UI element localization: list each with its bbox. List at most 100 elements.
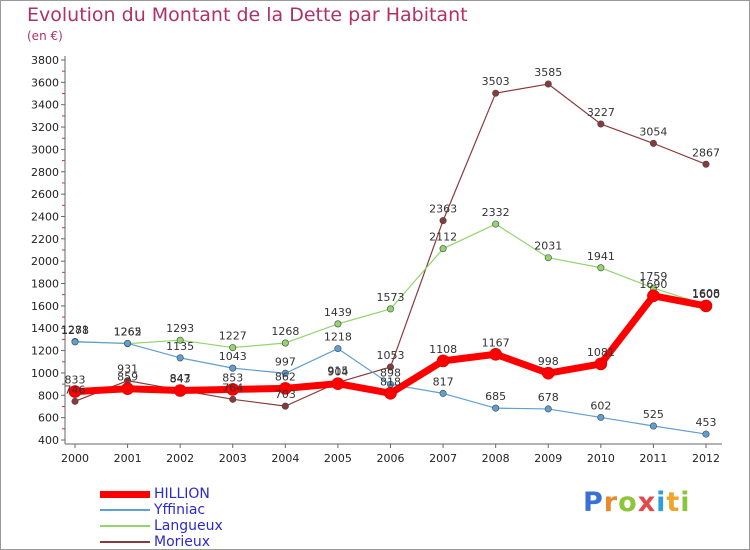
- data-point-yffiniac: [649, 422, 657, 430]
- data-label-langueux: 1759: [639, 270, 667, 283]
- logo-letter: P: [583, 487, 604, 518]
- data-label-langueux: 1268: [271, 325, 299, 338]
- x-tick-label: 2005: [324, 452, 352, 465]
- data-point-hillion: [541, 366, 555, 380]
- data-label-langueux: 1262: [114, 326, 142, 339]
- data-point-hillion: [121, 382, 134, 396]
- y-tick-label: 3200: [31, 121, 59, 134]
- data-point-hillion: [331, 377, 345, 390]
- data-point-langueux: [229, 344, 237, 352]
- data-point-yffiniac: [597, 413, 605, 421]
- data-point-yffiniac: [281, 369, 289, 377]
- data-point-morieux: [492, 89, 500, 97]
- data-label-yffiniac: 1043: [219, 350, 247, 363]
- data-label-langueux: 1573: [377, 291, 405, 304]
- y-tick-label: 3800: [31, 54, 59, 67]
- y-tick-label: 2400: [31, 210, 59, 223]
- x-tick-label: 2000: [61, 452, 89, 465]
- y-tick-label: 1000: [31, 367, 59, 380]
- data-point-morieux: [281, 402, 289, 410]
- data-point-yffiniac: [702, 430, 710, 438]
- x-tick-label: 2001: [114, 452, 142, 465]
- data-label-morieux: 847: [170, 372, 191, 385]
- y-tick-label: 3400: [31, 99, 59, 112]
- data-label-morieux: 746: [65, 383, 86, 396]
- data-label-hillion: 833: [65, 374, 86, 387]
- legend-label: Morieux: [154, 534, 211, 550]
- y-tick-label: 1200: [31, 345, 59, 358]
- data-label-hillion: 818: [380, 375, 401, 388]
- chart-subtitle: (en €): [27, 29, 63, 43]
- legend-item-langueux: Langueux: [100, 518, 300, 534]
- data-label-morieux: 2867: [692, 146, 720, 159]
- data-point-yffiniac: [544, 405, 552, 413]
- data-point-yffiniac: [439, 389, 447, 397]
- x-tick-label: 2007: [429, 452, 457, 465]
- y-tick-label: 1800: [31, 278, 59, 291]
- data-point-langueux: [386, 305, 394, 313]
- data-label-hillion: 904: [327, 366, 348, 379]
- y-tick-label: 2800: [31, 166, 59, 179]
- data-label-morieux: 3585: [534, 66, 562, 79]
- x-tick-label: 2011: [639, 452, 667, 465]
- data-point-langueux: [439, 245, 447, 253]
- data-label-morieux: 1053: [377, 349, 405, 362]
- data-label-yffiniac: 817: [433, 375, 454, 388]
- data-point-morieux: [597, 120, 605, 128]
- data-label-morieux: 764: [222, 381, 243, 394]
- legend-item-hillion: HILLION: [100, 486, 300, 502]
- data-label-langueux: 1293: [166, 322, 194, 335]
- data-label-hillion: 1690: [639, 278, 667, 291]
- x-tick-label: 2012: [692, 452, 720, 465]
- data-label-morieux: 931: [117, 363, 138, 376]
- data-label-hillion: 1081: [587, 346, 615, 359]
- logo-letter: i: [656, 487, 667, 518]
- data-point-yffiniac: [124, 339, 132, 347]
- data-label-langueux: 1227: [219, 330, 247, 343]
- y-tick-label: 2600: [31, 188, 59, 201]
- legend-item-morieux: Morieux: [100, 534, 300, 550]
- data-point-yffiniac: [176, 354, 184, 362]
- data-label-yffiniac: 525: [643, 408, 664, 421]
- data-point-hillion: [173, 384, 187, 397]
- data-point-hillion: [436, 354, 450, 368]
- y-tick-label: 3600: [31, 76, 59, 89]
- legend-label: Yffiniac: [154, 502, 206, 518]
- chart-title: Evolution du Montant de la Dette par Hab…: [27, 4, 468, 26]
- data-label-langueux: 2031: [534, 240, 562, 253]
- data-point-langueux: [334, 320, 342, 328]
- data-point-langueux: [281, 339, 289, 347]
- data-label-langueux: 2112: [429, 231, 457, 244]
- data-label-morieux: 2363: [429, 203, 457, 216]
- data-label-yffiniac: 1218: [324, 331, 352, 344]
- y-tick-label: 2200: [31, 233, 59, 246]
- legend-swatch: [100, 525, 150, 527]
- data-point-hillion: [226, 383, 240, 396]
- logo-letter: i: [680, 487, 691, 518]
- data-point-yffiniac: [492, 404, 500, 412]
- proxiti-logo: Proxiti: [583, 487, 691, 518]
- data-point-morieux: [649, 139, 657, 147]
- data-point-langueux: [492, 220, 500, 228]
- data-point-yffiniac: [229, 364, 237, 372]
- data-label-langueux: 2332: [482, 206, 510, 219]
- data-label-hillion: 853: [222, 371, 243, 384]
- data-point-hillion: [647, 289, 660, 303]
- y-tick-label: 3000: [31, 143, 59, 156]
- data-label-langueux: 1608: [692, 287, 720, 300]
- data-label-hillion: 862: [275, 370, 296, 383]
- data-label-yffiniac: 1135: [166, 340, 194, 353]
- data-label-yffiniac: 602: [590, 399, 611, 412]
- data-point-morieux: [71, 397, 79, 405]
- legend-swatch: [100, 541, 150, 543]
- legend-label: HILLION: [154, 486, 210, 502]
- data-label-hillion: 859: [117, 371, 138, 384]
- data-point-hillion: [699, 299, 713, 313]
- x-tick-label: 2003: [219, 452, 247, 465]
- legend-swatch: [100, 509, 150, 511]
- data-label-hillion: 1108: [429, 343, 457, 356]
- legend-label: Langueux: [154, 518, 223, 534]
- data-label-yffiniac: 453: [696, 416, 717, 429]
- data-label-morieux: 3227: [587, 106, 615, 119]
